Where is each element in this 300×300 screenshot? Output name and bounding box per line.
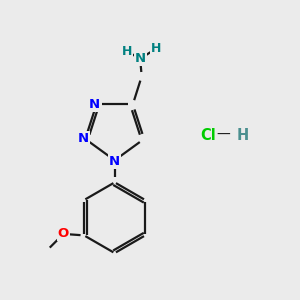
Text: H: H (151, 42, 162, 55)
Text: H: H (122, 45, 132, 58)
Text: N: N (135, 52, 146, 65)
Text: H: H (237, 128, 249, 143)
Text: N: N (88, 98, 100, 111)
Text: —: — (217, 128, 230, 142)
Text: N: N (109, 155, 120, 168)
Text: Cl: Cl (200, 128, 216, 143)
Text: N: N (77, 132, 88, 146)
Text: O: O (58, 227, 69, 240)
